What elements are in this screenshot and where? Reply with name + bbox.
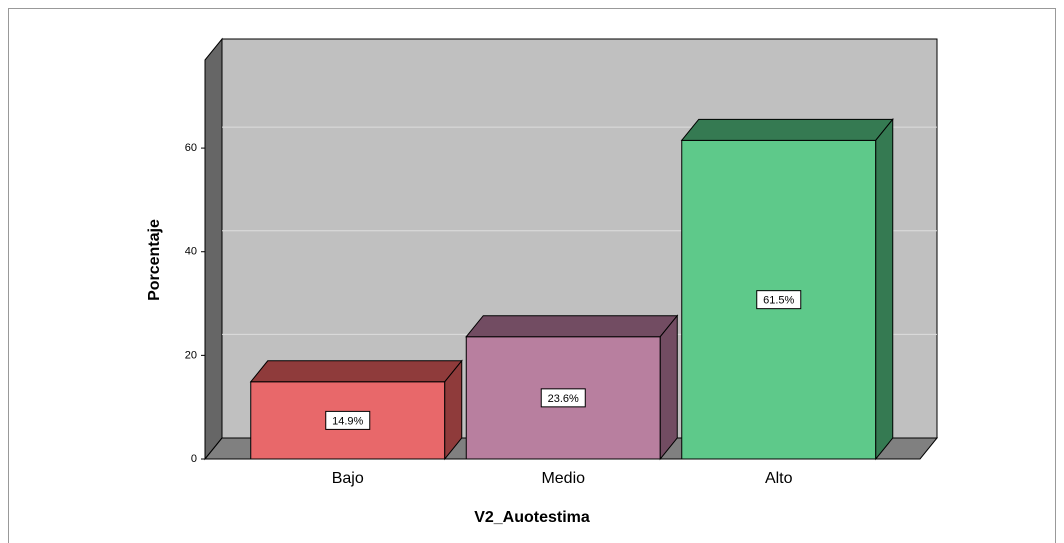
value-label-box <box>756 290 802 310</box>
value-label: 61.5% <box>763 295 794 307</box>
value-label-box <box>540 388 586 408</box>
x-tick-label: Bajo <box>332 470 364 487</box>
y-tick-label: 60 <box>185 142 197 154</box>
value-label: 23.6% <box>548 393 579 405</box>
bar-top <box>680 118 894 141</box>
value-label-box <box>325 410 371 430</box>
x-tick-label: Alto <box>765 470 793 487</box>
bar-side <box>659 314 678 461</box>
y-axis-title: Porcentaje <box>146 219 163 301</box>
x-axis-title: V2_Auotestima <box>474 509 590 526</box>
bar-side <box>444 359 463 461</box>
y-tick-label: 0 <box>191 453 197 465</box>
x-tick-label: Medio <box>541 470 585 487</box>
y-tick-label: 20 <box>185 349 197 361</box>
value-label: 14.9% <box>332 415 363 427</box>
bar-top <box>465 315 679 338</box>
bar-front <box>465 336 661 460</box>
bar-top <box>249 360 463 383</box>
y-tick-label: 40 <box>185 246 197 258</box>
left-wall <box>204 37 223 461</box>
bar-side <box>875 117 894 461</box>
